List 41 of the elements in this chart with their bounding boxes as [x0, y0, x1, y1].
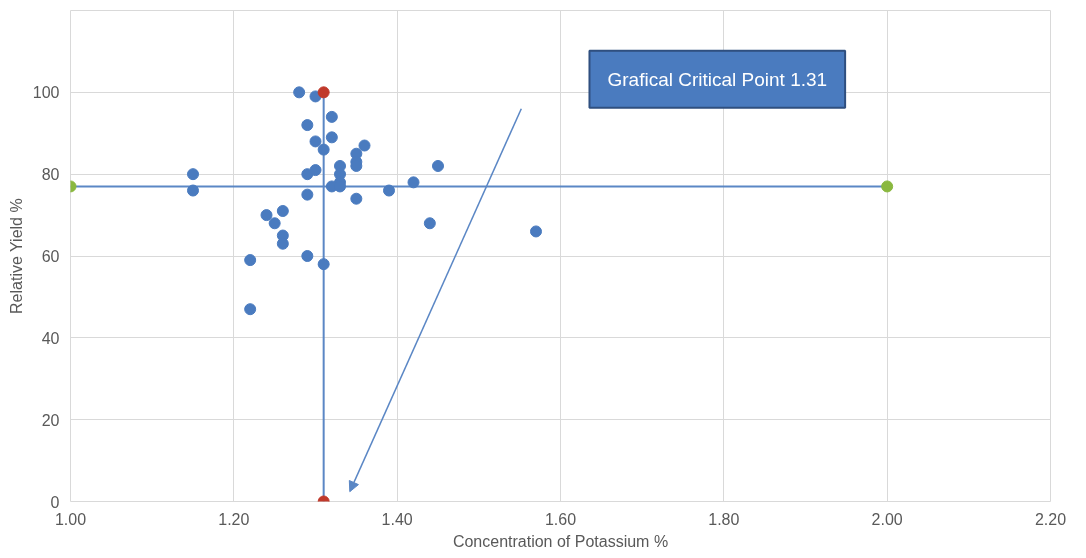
y-tick-label: 80: [41, 166, 60, 184]
y-tick-label: 0: [50, 493, 60, 511]
point: [317, 86, 330, 99]
x-tick-label: 2.20: [1034, 510, 1067, 528]
x-tick-label: 2.00: [871, 510, 903, 528]
y-tick-label: 40: [41, 329, 60, 347]
point: [187, 168, 199, 181]
y-tick-label: 60: [41, 248, 60, 265]
point: [244, 254, 257, 267]
x-tick-label: 1.00: [54, 510, 87, 528]
point: [350, 192, 363, 205]
point: [268, 217, 281, 230]
point: [383, 184, 395, 197]
x-tick-label: 1.60: [544, 510, 577, 528]
x-axis-title: Concentration of Potassium %: [452, 532, 669, 550]
point: [301, 188, 314, 201]
x-tick-label: 1.40: [381, 510, 413, 528]
point: [293, 86, 306, 99]
point: [301, 119, 314, 132]
point: [530, 225, 542, 238]
point: [187, 184, 199, 197]
y-tick-label: 20: [41, 411, 60, 429]
point: [317, 143, 330, 156]
point: [407, 176, 420, 189]
point: [423, 217, 436, 230]
point: [309, 135, 322, 148]
point: [260, 209, 273, 222]
point: [325, 131, 338, 144]
annotation: Grafical Critical Point 1.31: [607, 68, 828, 90]
point: [309, 164, 322, 177]
x-tick-label: 1.20: [218, 510, 250, 528]
point: [244, 303, 257, 316]
y-axis-title: Relative Yield %: [7, 198, 25, 314]
point: [301, 250, 314, 262]
point: [317, 258, 330, 271]
point: [276, 205, 289, 217]
point: [358, 139, 371, 152]
x-tick-label: 1.80: [708, 510, 740, 528]
point: [325, 110, 338, 123]
point: [432, 159, 444, 172]
y-tick-label: 100: [32, 84, 60, 102]
